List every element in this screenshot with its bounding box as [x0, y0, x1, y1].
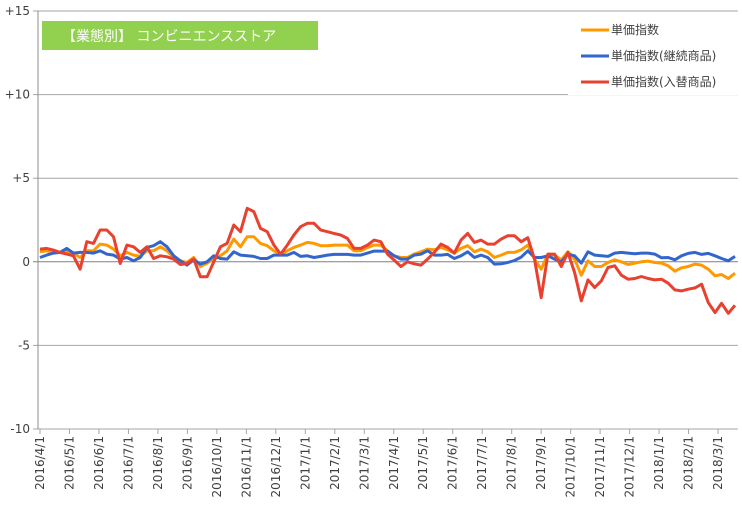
y-tick-label: -5 — [18, 338, 30, 352]
y-axis-tick-labels: +15 +10 +5 0 -5 -10 — [5, 4, 30, 436]
x-tick-label: 2016/4/1 — [33, 436, 47, 490]
chart-title: 【業態別】 コンビニエンスストア — [62, 29, 276, 45]
legend-label: 単価指数(入替商品) — [611, 74, 716, 89]
x-tick-label: 2016/12/1 — [269, 436, 283, 498]
series-lines — [39, 206, 737, 315]
chart-title-box: 【業態別】 コンビニエンスストア — [42, 21, 318, 50]
x-tick-label: 2017/7/1 — [475, 436, 489, 490]
x-tick-label: 2017/5/1 — [416, 436, 430, 490]
x-tick-label: 2016/5/1 — [62, 436, 76, 490]
series-line-0 — [39, 235, 736, 280]
x-tick-label: 2017/1/1 — [298, 436, 312, 490]
legend-label: 単価指数(継続商品) — [611, 48, 716, 63]
y-tick-label: -10 — [10, 422, 30, 436]
x-tick-label: 2017/6/1 — [446, 436, 460, 490]
x-tick-label: 2017/10/1 — [564, 436, 578, 498]
x-tick-label: 2016/9/1 — [180, 436, 194, 490]
x-tick-label: 2016/11/1 — [239, 436, 253, 498]
gridlines — [33, 10, 738, 430]
x-tick-label: 2018/2/1 — [682, 436, 696, 490]
x-tick-label: 2018/1/1 — [652, 436, 666, 490]
x-tick-label: 2017/4/1 — [387, 436, 401, 490]
x-tick-label: 2016/8/1 — [151, 436, 165, 490]
x-tick-label: 2017/8/1 — [505, 436, 519, 490]
x-tick-label: 2016/6/1 — [92, 436, 106, 490]
x-tick-label: 2017/2/1 — [328, 436, 342, 490]
x-tick-label: 2016/10/1 — [210, 436, 224, 498]
x-axis-tick-labels: 2016/4/1 2016/5/1 2016/6/1 2016/7/1 2016/8/1… — [33, 429, 725, 498]
y-tick-label: +15 — [5, 4, 30, 18]
x-tick-label: 2018/3/1 — [711, 436, 725, 490]
series-line-2 — [39, 206, 737, 315]
x-tick-label: 2017/12/1 — [623, 436, 637, 498]
x-tick-label: 2017/3/1 — [357, 436, 371, 490]
x-tick-label: 2016/7/1 — [121, 436, 135, 490]
x-tick-label: 2017/9/1 — [534, 436, 548, 490]
y-tick-label: 0 — [22, 255, 30, 269]
y-tick-label: +5 — [12, 171, 30, 185]
legend-label: 単価指数 — [611, 22, 659, 37]
x-tick-label: 2017/11/1 — [593, 436, 607, 498]
y-tick-label: +10 — [5, 88, 30, 102]
